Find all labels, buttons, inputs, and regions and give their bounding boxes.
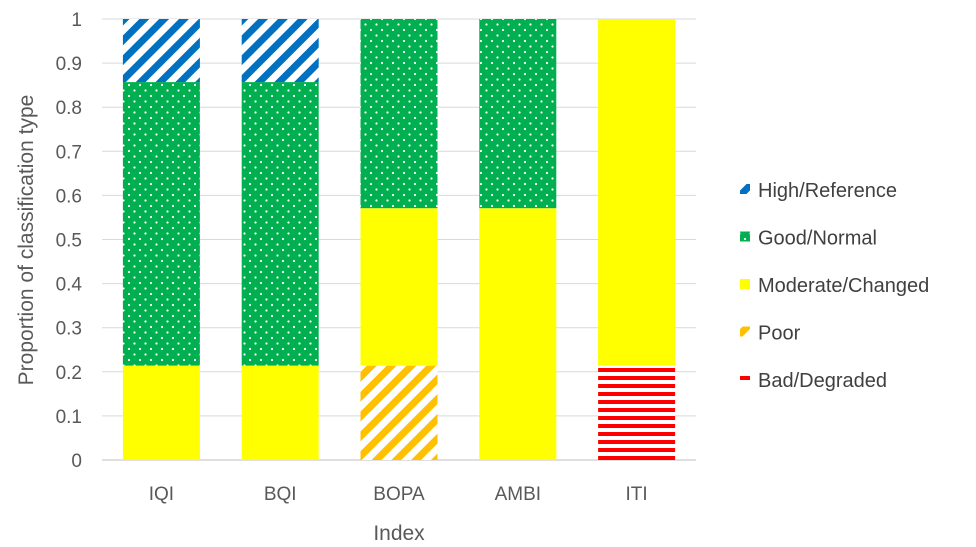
legend-swatch — [740, 374, 750, 384]
bar-iti-bad-degraded — [598, 365, 676, 460]
bar-bopa-poor — [360, 365, 438, 460]
bar-iti-moderate-changed — [598, 19, 676, 366]
y-tick-label: 0.5 — [56, 231, 82, 252]
bar-bopa-moderate-changed — [360, 208, 438, 366]
y-tick-label: 0.3 — [56, 319, 82, 340]
x-tick-label: BOPA — [373, 484, 425, 505]
y-tick-label: 0.9 — [56, 54, 82, 75]
x-axis-ticks: IQI BQI BOPA AMBI ITI — [149, 484, 648, 505]
bar-ambi-moderate-changed — [479, 208, 557, 460]
legend: High/Reference Good/Normal Moderate/Change… — [740, 180, 929, 392]
y-tick-label: 0 — [71, 451, 82, 472]
y-axis-ticks: 0 0.1 0.2 0.3 0.4 0.5 0.6 0.7 0.8 0.9 1 — [56, 10, 83, 472]
y-tick-label: 1 — [71, 10, 82, 31]
y-tick-label: 0.4 — [56, 275, 83, 296]
bar-bqi-good-normal — [241, 82, 319, 366]
y-tick-label: 0.1 — [56, 407, 82, 428]
legend-label: Moderate/Changed — [758, 275, 929, 297]
bar-iqi-good-normal — [122, 82, 200, 366]
bars — [122, 19, 676, 460]
bar-iqi-high-reference — [122, 19, 200, 83]
bar-bopa-good-normal — [360, 19, 438, 209]
legend-label: Bad/Degraded — [758, 370, 887, 392]
bar-ambi-good-normal — [479, 19, 557, 209]
y-tick-label: 0.2 — [56, 363, 82, 384]
bar-bqi-high-reference — [241, 19, 319, 83]
legend-swatch — [740, 326, 750, 337]
legend-label: High/Reference — [758, 180, 897, 202]
bar-iqi-moderate-changed — [122, 365, 200, 460]
bar-bqi-moderate-changed — [241, 365, 319, 460]
legend-label: Poor — [758, 323, 801, 345]
legend-label: Good/Normal — [758, 228, 877, 250]
legend-swatch — [740, 279, 750, 289]
x-axis-title: Index — [373, 522, 425, 545]
y-axis-title: Proportion of classification type — [15, 95, 38, 386]
legend-swatch — [740, 184, 750, 194]
legend-swatch — [740, 231, 750, 242]
x-tick-label: ITI — [626, 484, 648, 505]
x-tick-label: BQI — [264, 484, 297, 505]
y-tick-label: 0.7 — [56, 142, 82, 163]
y-tick-label: 0.8 — [56, 98, 82, 119]
x-tick-label: AMBI — [495, 484, 541, 505]
x-tick-label: IQI — [149, 484, 174, 505]
y-tick-label: 0.6 — [56, 186, 82, 207]
